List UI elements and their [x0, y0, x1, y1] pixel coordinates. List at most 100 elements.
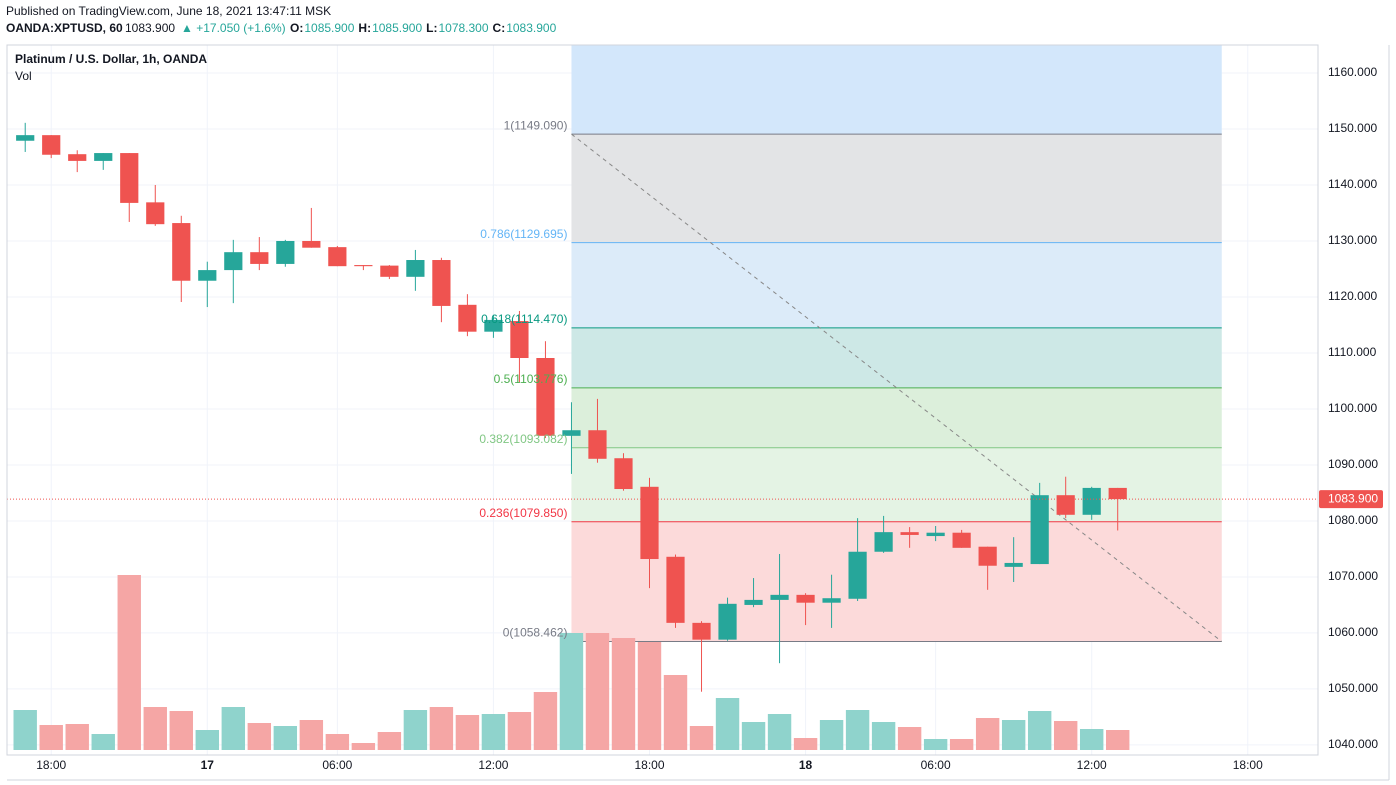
volume-bar — [117, 575, 141, 750]
volume-bar — [65, 724, 89, 750]
ohlc-key: H: — [358, 21, 371, 35]
volume-bar — [13, 710, 37, 750]
candle-body — [406, 260, 425, 277]
x-tick-label: 12:00 — [478, 758, 508, 772]
candle-body — [198, 270, 217, 281]
volume-bar — [533, 692, 558, 750]
fib-label: 0(1058.462) — [503, 626, 568, 640]
candle-body — [510, 321, 529, 359]
candle-body — [146, 202, 165, 225]
volume-bar — [1106, 730, 1130, 750]
plot-area — [7, 45, 1318, 755]
last-price-badge — [1319, 490, 1383, 509]
volume-bar — [715, 698, 740, 750]
fib-label: 0.382(1093.082) — [479, 432, 567, 446]
y-tick-label: 1090.000 — [1328, 457, 1378, 471]
volume-bar — [585, 633, 610, 750]
candle-body — [796, 594, 815, 603]
change: ▲ +17.050 (+1.6%) — [181, 21, 286, 35]
volume-bar — [481, 714, 506, 750]
fib-band — [571, 327, 1222, 388]
volume-bar — [169, 711, 193, 750]
volume-bar — [923, 739, 948, 750]
volume-bar — [507, 712, 532, 750]
fib-band — [571, 45, 1222, 135]
x-tick-label: 18:00 — [634, 758, 664, 772]
fib-band — [571, 134, 1222, 243]
y-tick-label: 1080.000 — [1328, 513, 1378, 527]
candle-body — [94, 153, 113, 161]
volume-label: Vol — [15, 69, 32, 83]
ohlc-key: O: — [290, 21, 303, 35]
candle-body — [484, 319, 503, 332]
last-price-label: 1083.900 — [1328, 491, 1378, 505]
ohlc-key: L: — [426, 21, 437, 35]
fib-label: 0.786(1129.695) — [480, 227, 567, 241]
candle-body — [354, 265, 373, 267]
y-tick-label: 1120.000 — [1328, 289, 1377, 303]
x-tick-label: 06:00 — [921, 758, 951, 772]
volume-bar — [871, 722, 896, 750]
y-tick-label: 1150.000 — [1328, 121, 1377, 135]
x-tick-label: 17 — [201, 758, 215, 772]
candle-body — [848, 551, 867, 599]
volume-bar — [793, 738, 818, 750]
volume-bar — [195, 730, 219, 750]
volume-bar — [949, 739, 974, 750]
candle-body — [536, 358, 555, 436]
candle-body — [458, 304, 477, 332]
last: 1083.900 — [125, 21, 175, 35]
candle-body — [172, 223, 191, 281]
candle-body — [770, 594, 789, 600]
volume-bar — [429, 707, 454, 750]
published-note: Published on TradingView.com, June 18, 2… — [6, 4, 331, 18]
candle-body — [1056, 495, 1075, 515]
candle-body — [432, 260, 451, 306]
candle-body — [16, 135, 35, 141]
volume-bar — [1027, 711, 1052, 750]
y-tick-label: 1060.000 — [1328, 625, 1378, 639]
ohlc-value: 1078.300 — [438, 21, 488, 35]
y-tick-label: 1110.000 — [1328, 345, 1377, 359]
y-tick-label: 1040.000 — [1328, 737, 1378, 751]
fib-label: 0.236(1079.850) — [479, 506, 567, 520]
fib-band — [571, 242, 1222, 328]
candle-body — [718, 603, 737, 640]
volume-bar — [273, 726, 298, 750]
volume-bar — [975, 718, 1000, 750]
volume-bar — [741, 722, 766, 750]
candle-body — [1108, 487, 1127, 500]
volume-bar — [767, 714, 792, 750]
volume-bar — [819, 720, 844, 750]
candle-body — [380, 265, 399, 277]
fib-label: 1(1149.090) — [504, 118, 568, 132]
candle-body — [666, 556, 685, 623]
candle-body — [588, 430, 607, 459]
y-tick-label: 1160.000 — [1328, 65, 1377, 79]
candle-body — [744, 599, 763, 605]
candle-body — [42, 135, 61, 155]
fib-trend — [571, 133, 1223, 642]
candle-body — [250, 252, 269, 264]
candle-body — [926, 532, 945, 537]
y-tick-label: 1070.000 — [1328, 569, 1378, 583]
volume-bar — [455, 715, 480, 750]
x-tick-label: 18 — [799, 758, 813, 772]
volume-bar — [637, 642, 662, 750]
volume-bar — [897, 727, 922, 750]
volume-bar — [1079, 729, 1104, 750]
fib-band — [571, 447, 1222, 522]
fib-label: 0.618(1114.470) — [481, 312, 567, 326]
x-tick-label: 06:00 — [322, 758, 352, 772]
plot-border — [6, 44, 1319, 756]
fib-label: 0.5(1103.776) — [494, 372, 568, 386]
candle-body — [640, 486, 659, 560]
volume-bar — [689, 726, 714, 750]
y-tick-label: 1100.000 — [1328, 401, 1377, 415]
candle-body — [224, 252, 243, 271]
volume-bar — [1001, 720, 1026, 750]
volume-bar — [663, 675, 688, 750]
x-tick-label: 12:00 — [1077, 758, 1107, 772]
candle-body — [68, 154, 87, 161]
volume-bar — [325, 734, 350, 750]
